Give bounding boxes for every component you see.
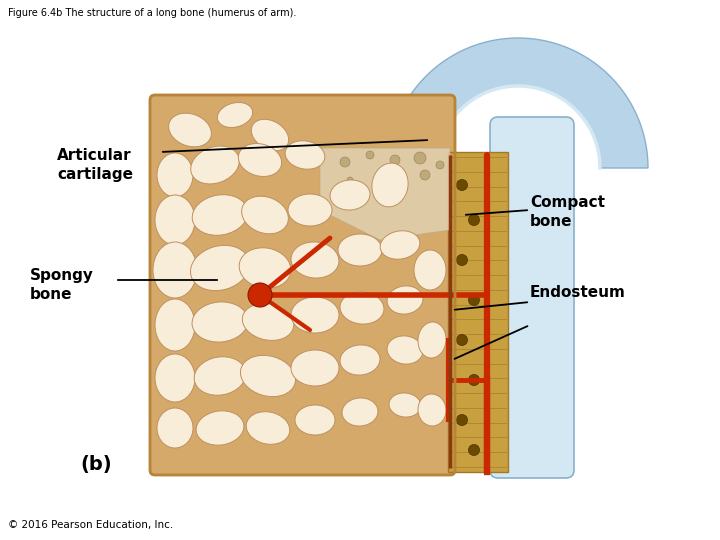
Ellipse shape bbox=[387, 286, 423, 314]
Ellipse shape bbox=[251, 119, 289, 151]
Text: © 2016 Pearson Education, Inc.: © 2016 Pearson Education, Inc. bbox=[8, 520, 174, 530]
Ellipse shape bbox=[418, 322, 446, 358]
Ellipse shape bbox=[155, 354, 195, 402]
Ellipse shape bbox=[155, 195, 195, 245]
Text: Articular
cartilage: Articular cartilage bbox=[57, 148, 133, 181]
Circle shape bbox=[366, 151, 374, 159]
Ellipse shape bbox=[242, 196, 289, 234]
Circle shape bbox=[340, 157, 350, 167]
Ellipse shape bbox=[414, 250, 446, 290]
Ellipse shape bbox=[196, 411, 244, 445]
Circle shape bbox=[456, 415, 467, 426]
Circle shape bbox=[248, 283, 272, 307]
Text: Endosteum: Endosteum bbox=[530, 285, 626, 300]
Ellipse shape bbox=[338, 234, 382, 266]
Text: Spongy
bone: Spongy bone bbox=[30, 268, 94, 302]
Ellipse shape bbox=[288, 194, 332, 226]
Ellipse shape bbox=[330, 180, 370, 210]
FancyBboxPatch shape bbox=[448, 152, 508, 472]
Ellipse shape bbox=[418, 394, 446, 426]
Ellipse shape bbox=[285, 141, 325, 169]
Ellipse shape bbox=[340, 345, 380, 375]
Ellipse shape bbox=[342, 398, 378, 426]
Circle shape bbox=[347, 177, 353, 183]
Circle shape bbox=[386, 174, 394, 182]
Text: (b): (b) bbox=[80, 455, 112, 474]
Circle shape bbox=[414, 152, 426, 164]
Ellipse shape bbox=[389, 393, 421, 417]
Ellipse shape bbox=[295, 405, 335, 435]
Circle shape bbox=[456, 334, 467, 346]
Ellipse shape bbox=[238, 144, 282, 177]
Ellipse shape bbox=[340, 292, 384, 324]
Ellipse shape bbox=[191, 146, 239, 184]
Ellipse shape bbox=[291, 350, 339, 386]
Ellipse shape bbox=[239, 248, 291, 288]
Ellipse shape bbox=[291, 297, 339, 333]
Circle shape bbox=[456, 179, 467, 191]
Circle shape bbox=[420, 170, 430, 180]
Ellipse shape bbox=[168, 113, 212, 147]
FancyBboxPatch shape bbox=[490, 117, 574, 478]
Ellipse shape bbox=[380, 231, 420, 259]
Circle shape bbox=[469, 375, 480, 386]
Circle shape bbox=[436, 161, 444, 169]
FancyBboxPatch shape bbox=[150, 95, 455, 475]
Ellipse shape bbox=[246, 411, 289, 444]
Ellipse shape bbox=[243, 303, 294, 340]
Ellipse shape bbox=[240, 355, 295, 397]
Circle shape bbox=[390, 155, 400, 165]
Circle shape bbox=[469, 294, 480, 306]
Text: Figure 6.4b The structure of a long bone (humerus of arm).: Figure 6.4b The structure of a long bone… bbox=[8, 8, 297, 18]
Text: Compact
bone: Compact bone bbox=[530, 195, 605, 228]
Ellipse shape bbox=[153, 242, 197, 298]
Circle shape bbox=[469, 444, 480, 456]
Ellipse shape bbox=[372, 163, 408, 207]
Ellipse shape bbox=[155, 299, 195, 351]
Circle shape bbox=[469, 214, 480, 226]
Ellipse shape bbox=[192, 195, 248, 235]
Ellipse shape bbox=[192, 302, 248, 342]
Polygon shape bbox=[320, 148, 450, 240]
Ellipse shape bbox=[191, 245, 250, 291]
Circle shape bbox=[456, 254, 467, 266]
Ellipse shape bbox=[194, 357, 246, 395]
Ellipse shape bbox=[217, 103, 253, 127]
Polygon shape bbox=[388, 38, 648, 168]
Ellipse shape bbox=[387, 336, 423, 364]
Ellipse shape bbox=[157, 408, 193, 448]
Ellipse shape bbox=[291, 242, 339, 278]
Ellipse shape bbox=[157, 153, 193, 197]
